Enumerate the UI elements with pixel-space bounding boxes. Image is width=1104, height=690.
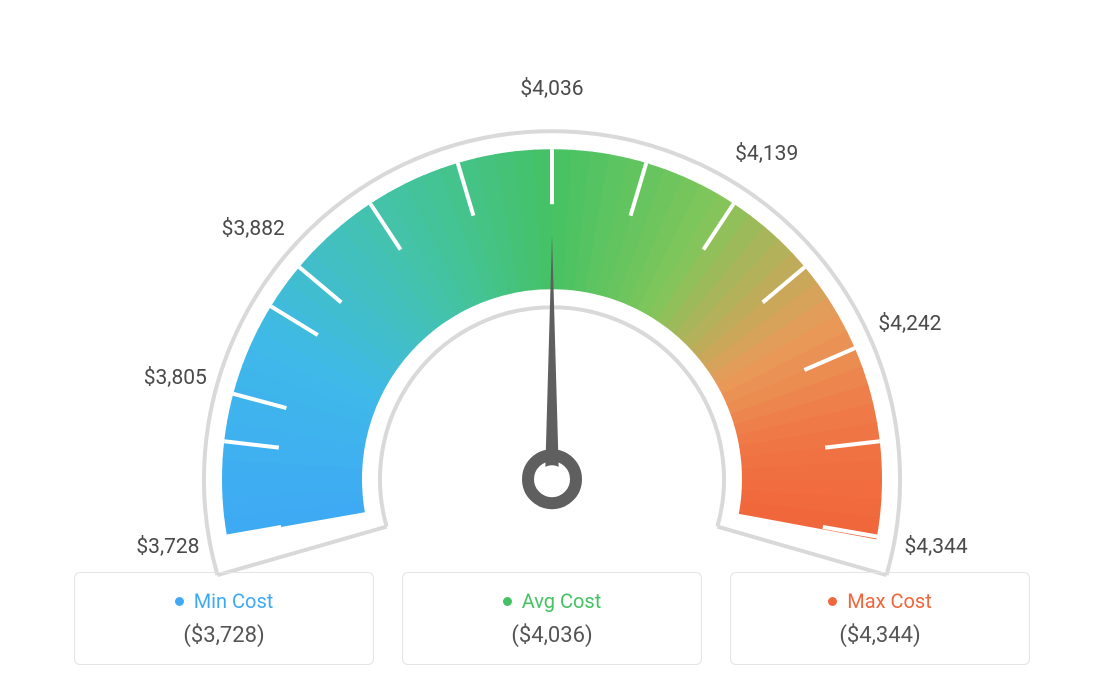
legend-card: Min Cost ($3,728): [74, 572, 374, 665]
gauge-tick-label: $4,036: [520, 77, 583, 101]
legend-dot-icon: [503, 597, 512, 606]
gauge-tick-label: $3,882: [222, 217, 285, 241]
legend-card-value: ($3,728): [95, 623, 353, 648]
gauge-svg: [0, 20, 1104, 580]
legend-title-text: Min Cost: [194, 589, 274, 613]
gauge-tick-label: $4,242: [878, 312, 941, 336]
legend-card-value: ($4,036): [423, 623, 681, 648]
gauge-tick-label: $3,805: [144, 366, 207, 390]
gauge-tick-label: $4,139: [735, 142, 798, 166]
gauge-chart-container: $3,728 $3,805 $3,882 $4,036 $4,139 $4,242 $4,3…: [0, 0, 1104, 690]
legend-title-text: Max Cost: [847, 589, 932, 613]
legend-card: Max Cost ($4,344): [730, 572, 1030, 665]
gauge-area: $3,728 $3,805 $3,882 $4,036 $4,139 $4,242 $4,3…: [0, 20, 1104, 580]
gauge-tick-label: $3,728: [136, 535, 199, 559]
legend-card: Avg Cost ($4,036): [402, 572, 702, 665]
legend-card-title: Max Cost: [751, 589, 1009, 613]
gauge-tick-label: $4,344: [904, 535, 967, 559]
legend-dot-icon: [175, 597, 184, 606]
legend-title-text: Avg Cost: [522, 589, 602, 613]
legend-dot-icon: [828, 597, 837, 606]
legend-card-title: Min Cost: [95, 589, 353, 613]
legend-row: Min Cost ($3,728) Avg Cost ($4,036) Max Cost…: [0, 572, 1104, 665]
legend-card-title: Avg Cost: [423, 589, 681, 613]
legend-card-value: ($4,344): [751, 623, 1009, 648]
